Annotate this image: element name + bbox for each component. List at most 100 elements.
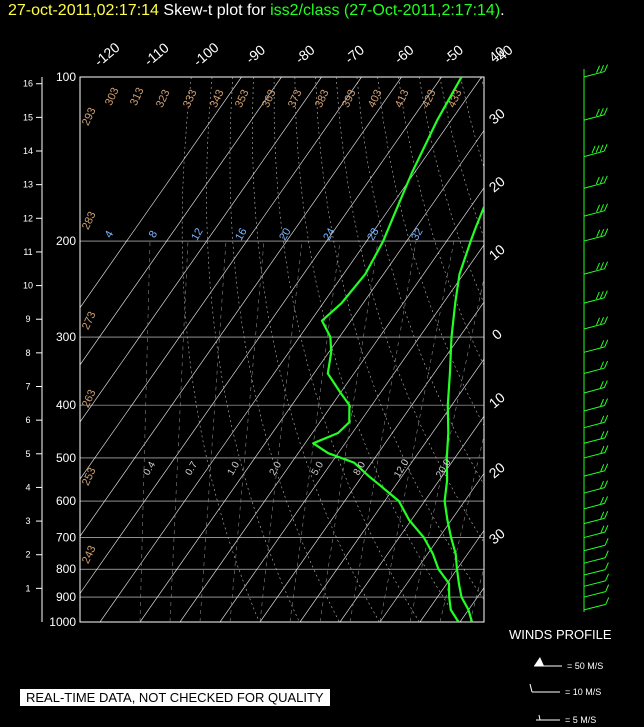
right-temp-label-6: 30 [486, 105, 508, 127]
dry-adiabat-283 [294, 77, 460, 622]
theta-label-363: 363 [260, 88, 279, 110]
right-temp-label-4: 10 [486, 241, 508, 263]
wind-barb-4 [583, 210, 605, 217]
legend-barb-10-feather [529, 683, 533, 693]
wind-flag-5-1 [600, 229, 605, 237]
wind-flag-21-0 [604, 538, 609, 546]
wind-flag-22-0 [604, 550, 609, 558]
dry-adiabat-413 [564, 77, 644, 622]
top-temp-label-6: -60 [391, 41, 417, 66]
isotherm-30 [540, 77, 644, 622]
mixing-label-2: 12 [189, 226, 206, 243]
wind-barb-26 [583, 603, 606, 611]
wind-barb-3 [583, 182, 605, 189]
wind-barb-20 [583, 531, 606, 539]
mixing-label-0: 4 [103, 229, 116, 240]
mixing-line-11 [469, 566, 484, 622]
legend-50ms: = 50 M/S [567, 661, 604, 671]
mixing-line-8 [379, 241, 455, 622]
wind-flag-20-1 [600, 525, 605, 533]
theta-label-243: 243 [80, 544, 99, 566]
wind-flag-6-2 [596, 262, 600, 271]
lower-mixing-label-3: 2.0 [268, 460, 285, 478]
trace-0 [312, 77, 463, 622]
wind-flag-0-1 [600, 64, 604, 73]
height-label-3: 3 [25, 516, 30, 526]
isotherm--110 [80, 77, 362, 480]
theta-label-293: 293 [80, 106, 99, 128]
pressure-label-900: 900 [56, 590, 76, 604]
theta-label-323: 323 [154, 88, 173, 110]
theta-label-433: 433 [446, 88, 465, 110]
winds-profile-title: WINDS PROFILE [509, 627, 612, 642]
isotherm-40 [580, 77, 644, 622]
height-label-8: 8 [25, 348, 30, 358]
theta-label-303: 303 [103, 86, 122, 108]
wind-flag-0-2 [596, 65, 600, 73]
isotherm--50 [219, 244, 484, 622]
wind-flag-5-2 [596, 229, 601, 238]
isotherm--120 [80, 77, 322, 423]
wind-flag-9-0 [604, 339, 609, 348]
mixing-line-7 [349, 241, 417, 622]
wind-barb-13 [583, 421, 605, 429]
top-temp-label-1: -110 [141, 39, 172, 69]
wind-barb-12 [583, 405, 605, 412]
dry-adiabat-303 [335, 77, 484, 543]
pressure-label-100: 100 [56, 70, 76, 84]
grid-layer [79, 76, 485, 623]
wind-flag-1-1 [599, 108, 604, 116]
wind-barb-2 [583, 150, 605, 158]
theta-label-423: 423 [420, 88, 439, 110]
dry-adiabat-263 [252, 77, 380, 622]
wind-barb-19 [583, 517, 605, 525]
isotherm--90 [80, 77, 442, 595]
dry-adiabat-253 [229, 77, 340, 622]
pressure-label-400: 400 [56, 398, 76, 412]
dry-adiabat-243 [206, 77, 300, 622]
dry-adiabat-383 [502, 77, 644, 622]
wind-flag-4-1 [600, 204, 604, 212]
quality-notice: REAL-TIME DATA, NOT CHECKED FOR QUALITY [20, 689, 330, 706]
wind-barb-25 [583, 591, 606, 598]
isotherm--20 [339, 415, 484, 622]
wind-flag-7-2 [595, 291, 600, 300]
height-label-10: 10 [23, 281, 33, 291]
title-run: (27-Oct-2011,2:17:14) [343, 2, 501, 19]
lower-mixing-label-7: 20.0 [434, 457, 453, 480]
wind-barb-5 [583, 235, 605, 242]
dry-adiabat-433 [605, 77, 644, 622]
mixing-label-4: 20 [277, 226, 294, 243]
wind-flag-13-1 [600, 415, 605, 424]
lower-mixing-label-1: 0.7 [184, 460, 201, 478]
top-temp-label-5: -70 [341, 41, 367, 66]
wind-flag-12-1 [600, 398, 604, 407]
top-temp-label-0: -120 [91, 39, 123, 69]
theta-label-273: 273 [80, 310, 99, 332]
mixing-line-4 [259, 241, 303, 622]
theta-label-253: 253 [80, 466, 99, 488]
wind-barb-6 [583, 268, 605, 275]
wind-barb-15 [583, 452, 606, 459]
wind-barb-22 [583, 557, 606, 564]
legend-barb-50-flag [534, 657, 544, 666]
pressure-label-700: 700 [56, 531, 76, 545]
wind-flag-16-1 [600, 464, 605, 472]
isotherm--10 [379, 472, 484, 622]
wind-flag-26-0 [605, 597, 610, 605]
wind-flag-1-0 [603, 107, 608, 115]
wind-barb-17 [583, 487, 605, 494]
pressure-label-300: 300 [56, 330, 76, 344]
height-label-9: 9 [25, 314, 30, 324]
mixing-line-10 [439, 434, 484, 622]
wind-barb-10 [583, 367, 605, 375]
wind-barb-23 [583, 569, 606, 576]
wind-flag-15-0 [604, 445, 609, 453]
wind-flag-4-2 [596, 204, 600, 213]
dry-adiabat-393 [523, 77, 644, 622]
title-suffix: . [500, 2, 505, 19]
mixing-label-6: 28 [365, 226, 382, 243]
legend-barb-5-feather [538, 714, 541, 721]
wind-legend-barbs [529, 657, 562, 721]
wind-flag-1-2 [595, 108, 600, 117]
